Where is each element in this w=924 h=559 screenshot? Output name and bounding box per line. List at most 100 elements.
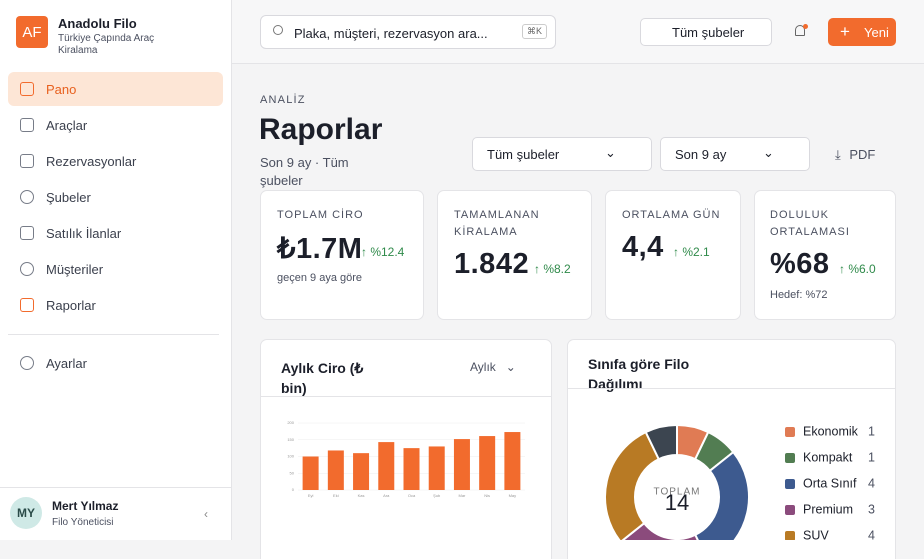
x-tick-label: Eyl: [308, 493, 314, 498]
nav-label: Ayarlar: [46, 355, 87, 371]
export-button[interactable]: ⤓ PDF: [835, 147, 876, 162]
kpi-note: Hedef: %72: [770, 289, 828, 301]
donut-slice: [644, 423, 678, 461]
period-select[interactable]: Aylık ⌄: [470, 360, 516, 374]
legend-label: Kompakt: [803, 450, 853, 464]
legend-swatch: [785, 427, 795, 437]
bar: [453, 439, 470, 490]
period-label: Aylık: [470, 360, 496, 374]
legend-label: Premium: [803, 502, 853, 516]
page-title: Raporlar: [259, 113, 383, 146]
export-label: PDF: [849, 147, 876, 162]
filter-select[interactable]: Son 9 ay ⌄: [660, 137, 810, 171]
charts: 0 50 100 150 200 Eyl Eki Kas Ara Oca Şub Mar Nis May E…: [287, 420, 875, 540]
kpi-change: ↑ %8.2: [534, 262, 571, 276]
nav-item[interactable]: Müşteriler: [8, 252, 223, 286]
bar: [327, 450, 344, 490]
brand-name: Anadolu Filo: [58, 16, 137, 31]
brand-tagline: Türkiye Çapında Araç Kiralama: [58, 33, 155, 56]
donut-slice: [604, 430, 661, 540]
user-role: Filo Yöneticisi: [52, 517, 114, 528]
x-tick-label: Kas: [358, 493, 365, 498]
nav-item[interactable]: Rezervasyonlar: [8, 144, 223, 178]
x-tick-label: Nis: [484, 493, 490, 498]
shortcut: ⌘K: [522, 24, 548, 39]
nav-label: Rezervasyonlar: [46, 153, 137, 169]
kpi-label: ORTALAMA GÜN: [622, 209, 721, 221]
donut-hole: [636, 456, 718, 538]
bell[interactable]: [795, 25, 805, 36]
divider: [0, 487, 231, 488]
y-tick-label: 200: [287, 420, 294, 425]
center-label: TOPLAM: [654, 487, 701, 498]
branch-label: Tüm şubeler: [672, 24, 745, 40]
x-tick-label: Şub: [433, 493, 441, 498]
divider: [8, 334, 219, 335]
divider: [568, 388, 895, 389]
bar: [353, 453, 370, 490]
legend-label: Orta Sınıf: [803, 476, 857, 490]
legend-value: 1: [868, 450, 875, 464]
donut-slice: [693, 450, 750, 540]
legend-value: 3: [868, 502, 875, 516]
new-label: Yeni: [864, 24, 889, 40]
page-subtitle: Son 9 ay · Tüm şubeler: [260, 155, 349, 188]
x-tick-label: Ara: [383, 493, 390, 498]
branch-select[interactable]: Tüm şubeler: [640, 18, 772, 46]
nav-item[interactable]: Pano: [8, 72, 223, 106]
avatar[interactable]: MY: [10, 497, 42, 529]
center-total: 14: [665, 490, 689, 515]
nav-item[interactable]: Şubeler: [8, 180, 223, 214]
legend-value: 1: [868, 424, 875, 438]
kpi-card: TOPLAM CİRO ₺1.7M ↑ %12.4 geçen 9 aya gö…: [260, 190, 424, 320]
bar: [403, 448, 420, 490]
search-placeholder: Plaka, müşteri, rezervasyon ara...: [294, 26, 488, 41]
kpi-card: ORTALAMA GÜN 4,4 ↑ %2.1: [605, 190, 741, 320]
nav-item[interactable]: Araçlar: [8, 108, 223, 142]
user-name: Mert Yılmaz: [52, 499, 119, 513]
legend-label: SUV: [803, 528, 829, 540]
y-tick-label: 0: [292, 487, 295, 492]
kpi-change: ↑ %6.0: [839, 262, 876, 276]
kpi-label: DOLULUK ORTALAMASI: [770, 209, 850, 238]
search-box[interactable]: Plaka, müşteri, rezervasyon ara... ⌘K: [260, 15, 556, 49]
x-tick-label: May: [509, 493, 517, 498]
nav-label: Satılık İlanlar: [46, 225, 122, 241]
kpi-label: TAMAMLANAN KİRALAMA: [454, 209, 540, 238]
logo[interactable]: AF: [16, 16, 48, 48]
nav-item[interactable]: Satılık İlanlar: [8, 216, 223, 250]
nav-label: Müşteriler: [46, 261, 104, 277]
legend-swatch: [785, 505, 795, 515]
kpi-value: 4,4: [622, 231, 664, 263]
filter-label: Tüm şubeler: [487, 146, 560, 162]
x-tick-label: Eki: [333, 493, 339, 498]
bar: [479, 436, 496, 490]
bar: [428, 446, 445, 490]
kpi-value: ₺1.7M: [277, 233, 363, 265]
legend-value: 4: [868, 476, 875, 490]
chart-title: Aylık Ciro (₺ bin): [281, 360, 364, 396]
legend-swatch: [785, 479, 795, 489]
divider: [261, 396, 551, 397]
search-icon: [273, 25, 283, 35]
kpi-card: TAMAMLANAN KİRALAMA 1.842 ↑ %8.2: [437, 190, 592, 320]
kpi-note: geçen 9 aya göre: [277, 272, 363, 284]
nav-item[interactable]: Raporlar: [8, 288, 223, 322]
bar: [302, 456, 319, 490]
kpi-value: %68: [770, 248, 830, 280]
x-tick-label: Oca: [408, 493, 416, 498]
nav-label: Şubeler: [46, 189, 91, 205]
eyebrow: ANALİZ: [260, 94, 306, 106]
new-button[interactable]: + Yeni: [828, 18, 896, 46]
donut-slice: [621, 521, 699, 540]
kpi-change: ↑ %12.4: [361, 245, 405, 259]
nav-label: Raporlar: [46, 297, 96, 313]
nav-item[interactable]: Ayarlar: [8, 346, 223, 380]
y-tick-label: 100: [287, 454, 294, 459]
nav-label: Araçlar: [46, 117, 88, 133]
collapse-button[interactable]: ‹: [204, 507, 208, 521]
filter-select[interactable]: Tüm şubeler ⌄: [472, 137, 652, 171]
kpi-change: ↑ %2.1: [673, 245, 710, 259]
